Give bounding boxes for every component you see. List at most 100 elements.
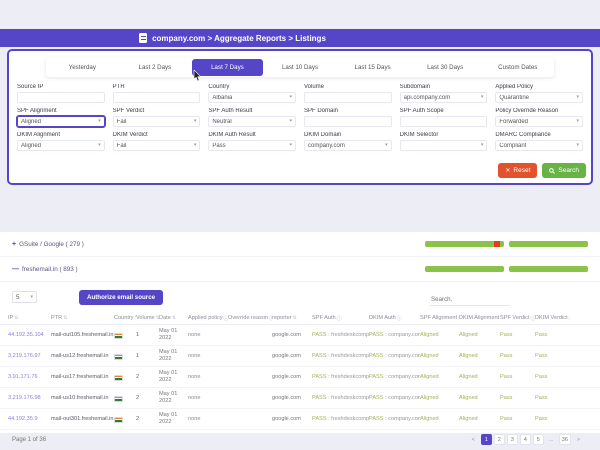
column-header[interactable]: Volume ⓘ ⇅ — [136, 315, 159, 321]
date-range-tab[interactable]: Last 7 Days — [192, 59, 263, 76]
column-header[interactable]: IP ⓘ ⇅ — [8, 315, 51, 321]
page-button[interactable]: 36 — [558, 434, 571, 445]
column-header[interactable]: Country ⓘ ⇅ — [114, 315, 136, 321]
sort-icon[interactable]: ⇅ — [63, 315, 68, 321]
date-range-tab[interactable]: Last 30 Days — [410, 59, 481, 76]
column-header[interactable]: Applied policy ⓘ ⇅ — [188, 315, 228, 322]
filter-field: DMARC Compliance Compliant ▾ — [495, 132, 583, 151]
filter-input[interactable]: Pass ▾ — [208, 140, 296, 151]
filter-input[interactable]: Aligned ▾ — [16, 115, 106, 128]
cell-country — [114, 415, 136, 423]
page-button[interactable]: ... — [546, 434, 557, 445]
column-header[interactable]: DKIM Auth ⓘ ⇅ — [369, 315, 420, 322]
filter-input[interactable]: Forwarded ▾ — [495, 116, 583, 127]
collapse-icon[interactable]: — — [12, 265, 19, 273]
dkim-auth-status: PASS — [369, 353, 384, 359]
column-header[interactable]: SPF Verdict ⓘ ⇅ — [500, 315, 535, 322]
cell-date: May 01 2022 — [159, 328, 188, 342]
column-header[interactable]: SPF Alignment ⓘ ⇅ — [420, 315, 459, 322]
spf-pass-bar — [425, 241, 504, 247]
date-range-tab[interactable]: Last 2 Days — [120, 59, 191, 76]
date-range-tab[interactable]: Custom Dates — [482, 59, 553, 76]
filter-input[interactable]: ▾ — [17, 92, 105, 103]
page-button[interactable]: 2 — [493, 434, 505, 445]
sort-icon[interactable]: ⇅ — [171, 315, 177, 321]
cell-reporter: google.com — [272, 374, 301, 380]
column-header[interactable]: Override reason ⓘ ⇅ — [228, 315, 272, 322]
expand-icon[interactable]: + — [12, 240, 17, 248]
column-header[interactable]: DKIM Verdict ⓘ ⇅ — [535, 315, 570, 322]
filter-input[interactable]: ▾ — [399, 140, 488, 151]
search-icon — [549, 167, 556, 174]
filter-field: Volume ▾ — [303, 84, 392, 103]
india-flag-icon — [114, 395, 123, 402]
date-range-tab[interactable]: Last 10 Days — [265, 59, 336, 76]
cell-applied-policy: none — [188, 374, 201, 380]
chevron-down-icon: ▾ — [480, 94, 484, 100]
source-row-freshemail[interactable]: — freshemail.in ( 893 ) — [0, 257, 600, 282]
table-row[interactable]: 44.192.35.104 mail-out105.freshemail.in … — [0, 325, 600, 346]
cell-reporter: google.com — [272, 332, 301, 338]
sort-icon[interactable]: ⇅ — [155, 315, 159, 321]
cell-reporter: google.com — [272, 353, 301, 359]
filter-input[interactable]: Neutral ▾ — [208, 116, 296, 127]
filter-input[interactable]: Fail ▾ — [112, 140, 201, 151]
page-button[interactable]: 1 — [480, 434, 492, 445]
table-toolbar: 5 ▾ Authorize email source — [0, 282, 600, 310]
chevron-down-icon: ▾ — [289, 142, 292, 148]
page-button[interactable]: 5 — [532, 434, 544, 445]
spf-auth-status: PASS — [312, 416, 327, 422]
dkim-auth-status: PASS — [369, 332, 384, 338]
column-label: SPF Auth — [312, 315, 336, 321]
column-header[interactable]: Date ⓘ ⇅ — [159, 315, 188, 321]
filter-input[interactable]: ▾ — [303, 92, 392, 103]
filter-field: SPF Auth Scope ▾ — [399, 108, 488, 127]
chevron-down-icon: ▾ — [480, 142, 484, 148]
cell-spf-auth: PASS : freshdeskcompany.com — [312, 332, 369, 338]
sort-icon[interactable]: ⇅ — [14, 315, 19, 321]
chevron-down-icon: ▾ — [385, 142, 388, 148]
table-search-input[interactable] — [430, 294, 510, 306]
column-label: Volume — [136, 315, 155, 321]
cell-spf-auth: PASS : freshdeskcompany.com — [312, 416, 369, 422]
filter-input[interactable]: Albania ▾ — [208, 92, 296, 103]
cell-dkim-verdict: Pass — [535, 395, 548, 401]
filter-input[interactable]: company.com ▾ — [303, 140, 392, 151]
sort-icon[interactable]: ⇅ — [292, 315, 297, 321]
filter-input[interactable]: ▾ — [303, 116, 392, 127]
page-button[interactable]: 3 — [506, 434, 518, 445]
cell-country — [114, 331, 136, 339]
cell-dkim-verdict: Pass — [535, 353, 548, 359]
filter-input[interactable]: ▾ — [399, 116, 488, 127]
filter-input[interactable]: Fail ▾ — [112, 116, 201, 127]
page-button[interactable]: > — [573, 434, 584, 445]
authorize-email-source-button[interactable]: Authorize email source — [79, 289, 164, 305]
column-header[interactable]: PTR ⓘ ⇅ — [51, 315, 114, 321]
column-label: reporter — [272, 315, 292, 321]
filter-input[interactable]: api.company.com ▾ — [399, 92, 488, 103]
filter-input[interactable]: Quarantine ▾ — [495, 92, 583, 103]
source-row-gsuite[interactable]: + GSuite / Google ( 279 ) — [0, 232, 600, 257]
cell-reporter: google.com — [272, 416, 301, 422]
cell-date: May 01 2022 — [159, 412, 188, 426]
table-row[interactable]: 44.192.35.9 mail-out301.freshemail.in 2 … — [0, 409, 600, 430]
page-button[interactable]: 4 — [519, 434, 531, 445]
filter-input[interactable]: ▾ — [112, 92, 201, 103]
table-row[interactable]: 3.219.176.97 mail-us12.freshemail.in 1 M… — [0, 346, 600, 367]
search-button[interactable]: Search — [542, 163, 586, 178]
cell-dkim-auth: PASS : company.com — [369, 374, 420, 380]
filter-input[interactable]: Aligned ▾ — [17, 140, 105, 151]
sort-icon[interactable]: ⇅ — [135, 315, 136, 321]
page-size-select[interactable]: 5 ▾ — [12, 291, 37, 303]
date-range-tab[interactable]: Yesterday — [47, 59, 118, 76]
table-row[interactable]: 3.91.171.76 mail-us17.freshemail.in 2 Ma… — [0, 367, 600, 388]
page-button[interactable]: < — [468, 434, 479, 445]
filter-input[interactable]: Compliant ▾ — [495, 140, 583, 151]
column-header[interactable]: DKIM Alignment ⓘ ⇅ — [459, 315, 500, 322]
reset-button[interactable]: ✕ Reset — [498, 163, 538, 178]
table-row[interactable]: 3.219.176.98 mail-us10.freshemail.in 2 M… — [0, 388, 600, 409]
column-header[interactable]: SPF Auth ⓘ ⇅ — [312, 315, 369, 322]
date-range-tab[interactable]: Last 15 Days — [337, 59, 408, 76]
column-label: DKIM Alignment — [459, 315, 500, 321]
column-header[interactable]: reporter ⓘ ⇅ — [272, 315, 312, 321]
